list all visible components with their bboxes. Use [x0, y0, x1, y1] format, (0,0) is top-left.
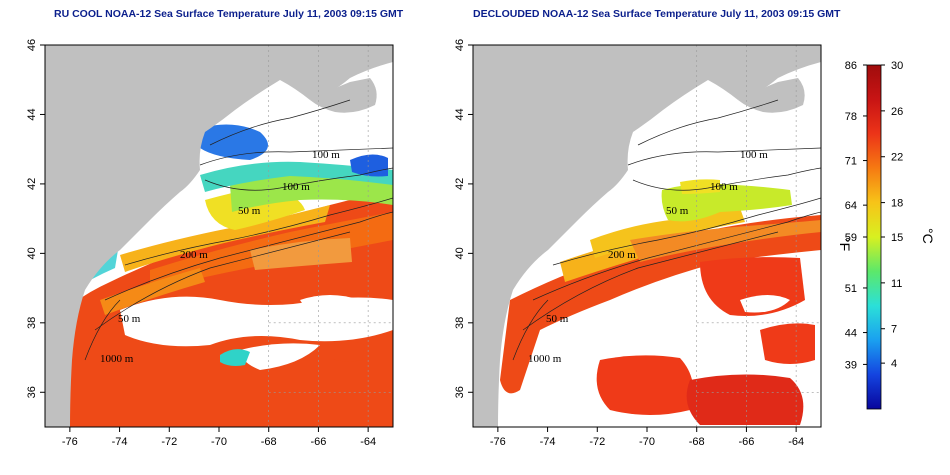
isobath-labels: 100 m 100 m 50 m 200 m 50 m 1000 m	[100, 149, 340, 365]
isobath-label-100m-a: 100 m	[312, 149, 340, 161]
isobath-label-50m-a: 50 m	[238, 205, 261, 217]
celsius-tick-label: 30	[891, 60, 903, 72]
fahrenheit-tick-label: 71	[845, 156, 857, 168]
x-tick-label: -76	[62, 436, 78, 448]
y-tick-label: 38	[454, 317, 466, 329]
isobath-label-100m-a: 100 m	[740, 149, 768, 161]
x-tick-label: -72	[589, 436, 605, 448]
y-axis-ticks: 36 38 40 42 44 46	[26, 39, 45, 398]
sst-field	[45, 124, 393, 427]
celsius-tick-label: 11	[891, 278, 902, 290]
celsius-tick-label: 18	[891, 198, 903, 210]
land-mass	[473, 45, 821, 427]
x-tick-label: -64	[360, 436, 376, 448]
x-tick-label: -70	[211, 436, 227, 448]
celsius-unit-label: °C	[920, 228, 936, 244]
celsius-tick-label: 15	[891, 232, 903, 244]
fahrenheit-tick-label: 44	[845, 328, 857, 340]
panel-title-right: DECLOUDED NOAA-12 Sea Surface Temperatur…	[473, 8, 841, 20]
celsius-tick-label: 4	[891, 358, 897, 370]
y-tick-label: 40	[454, 247, 466, 259]
y-axis-ticks: 36 38 40 42 44 46	[454, 39, 473, 398]
x-tick-label: -66	[738, 436, 754, 448]
isobath-label-100m-b: 100 m	[282, 181, 310, 193]
panel-title-left: RU COOL NOAA-12 Sea Surface Temperature …	[54, 8, 404, 20]
map-panel-declouded: 100 m 100 m 50 m 200 m 50 m 1000 m -76 -7…	[454, 39, 822, 448]
x-tick-label: -64	[788, 436, 804, 448]
isobath-label-100m-b: 100 m	[710, 181, 738, 193]
y-tick-label: 44	[454, 108, 466, 120]
colorbar: 86 78 71 64 59 51 44 39 30 26 22 18 15 11 7 4 °F °C	[837, 60, 936, 410]
fahrenheit-tick-label: 51	[845, 283, 857, 295]
isobath-label-50m-a: 50 m	[666, 205, 689, 217]
fahrenheit-tick-label: 39	[845, 359, 857, 371]
x-tick-label: -74	[112, 436, 128, 448]
sst-field	[500, 179, 821, 425]
x-tick-label: -72	[161, 436, 177, 448]
grid-lines	[696, 45, 821, 427]
y-tick-label: 36	[26, 386, 38, 398]
celsius-tick-label: 22	[891, 152, 903, 164]
y-tick-label: 36	[454, 386, 466, 398]
fahrenheit-unit-label: °F	[837, 237, 853, 251]
fahrenheit-tick-label: 86	[845, 60, 857, 72]
y-tick-label: 38	[26, 317, 38, 329]
isobath-label-1000m: 1000 m	[528, 353, 562, 365]
isobath-label-50m-b: 50 m	[546, 313, 569, 325]
celsius-tick-label: 7	[891, 324, 897, 336]
fahrenheit-tick-label: 64	[845, 200, 857, 212]
x-axis-ticks: -76 -74 -72 -70 -68 -66 -64	[62, 427, 376, 448]
y-tick-label: 44	[26, 108, 38, 120]
y-tick-label: 42	[26, 178, 38, 190]
colorbar-fahrenheit-ticks: 86 78 71 64 59 51 44 39	[845, 60, 867, 371]
isobath-label-200m: 200 m	[608, 249, 636, 261]
x-tick-label: -74	[540, 436, 556, 448]
x-tick-label: -70	[639, 436, 655, 448]
celsius-tick-label: 26	[891, 106, 903, 118]
isobath-label-1000m: 1000 m	[100, 353, 134, 365]
isobath-label-50m-b: 50 m	[118, 313, 141, 325]
y-tick-label: 40	[26, 247, 38, 259]
fahrenheit-tick-label: 78	[845, 111, 857, 123]
y-tick-label: 46	[26, 39, 38, 51]
colorbar-ramp	[866, 64, 882, 410]
x-tick-label: -66	[310, 436, 326, 448]
x-tick-label: -68	[261, 436, 277, 448]
y-tick-label: 46	[454, 39, 466, 51]
x-tick-label: -68	[689, 436, 705, 448]
land-mass	[45, 45, 393, 427]
y-tick-label: 42	[454, 178, 466, 190]
fahrenheit-tick-label: 59	[845, 232, 857, 244]
x-axis-ticks: -76 -74 -72 -70 -68 -66 -64	[490, 427, 804, 448]
grid-lines	[268, 45, 393, 427]
isobath-label-200m: 200 m	[180, 249, 208, 261]
colorbar-celsius-ticks: 30 26 22 18 15 11 7 4	[881, 60, 903, 370]
isobath-labels: 100 m 100 m 50 m 200 m 50 m 1000 m	[528, 149, 768, 365]
map-panel-cloudy: 100 m 100 m 50 m 200 m 50 m 1000 m -76 -7…	[26, 39, 394, 448]
x-tick-label: -76	[490, 436, 506, 448]
